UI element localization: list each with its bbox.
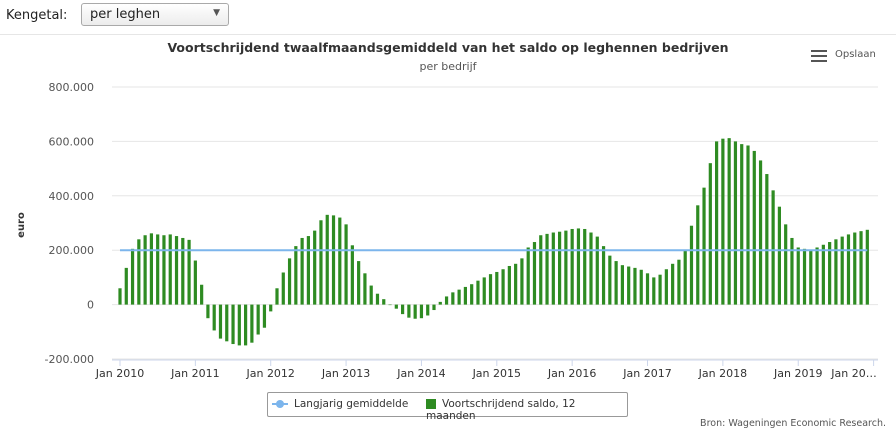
bar-marker-icon bbox=[426, 399, 436, 409]
legend-item-long-term-average[interactable]: Langjarig gemiddelde bbox=[272, 398, 408, 410]
chart-title: Voortschrijdend twaalfmaandsgemiddeld va… bbox=[167, 40, 729, 55]
credits-link[interactable]: Bron: Wageningen Economic Research. bbox=[700, 418, 886, 429]
toolbar: Kengetal: per leghen ▼ bbox=[0, 0, 896, 34]
chart-container bbox=[0, 34, 896, 439]
chart-legend: Langjarig gemiddelde Voortschrijdend sal… bbox=[267, 392, 628, 422]
chevron-down-icon: ▼ bbox=[213, 8, 220, 18]
export-menu-label: Opslaan bbox=[835, 49, 876, 60]
kengetal-selected-value: per leghen bbox=[90, 7, 161, 22]
legend-bar-label: Voortschrijdend saldo, 12 maanden bbox=[426, 398, 576, 422]
hamburger-menu-icon bbox=[811, 50, 827, 62]
legend-line-label: Langjarig gemiddelde bbox=[294, 398, 409, 410]
line-marker-icon bbox=[272, 400, 288, 408]
kengetal-select[interactable]: per leghen ▼ bbox=[81, 3, 229, 26]
export-menu-button[interactable]: Opslaan bbox=[809, 48, 879, 66]
kengetal-label: Kengetal: bbox=[6, 8, 68, 23]
legend-item-rolling-balance[interactable]: Voortschrijdend saldo, 12 maanden bbox=[426, 398, 627, 422]
chart-subtitle: per bedrijf bbox=[419, 60, 477, 73]
